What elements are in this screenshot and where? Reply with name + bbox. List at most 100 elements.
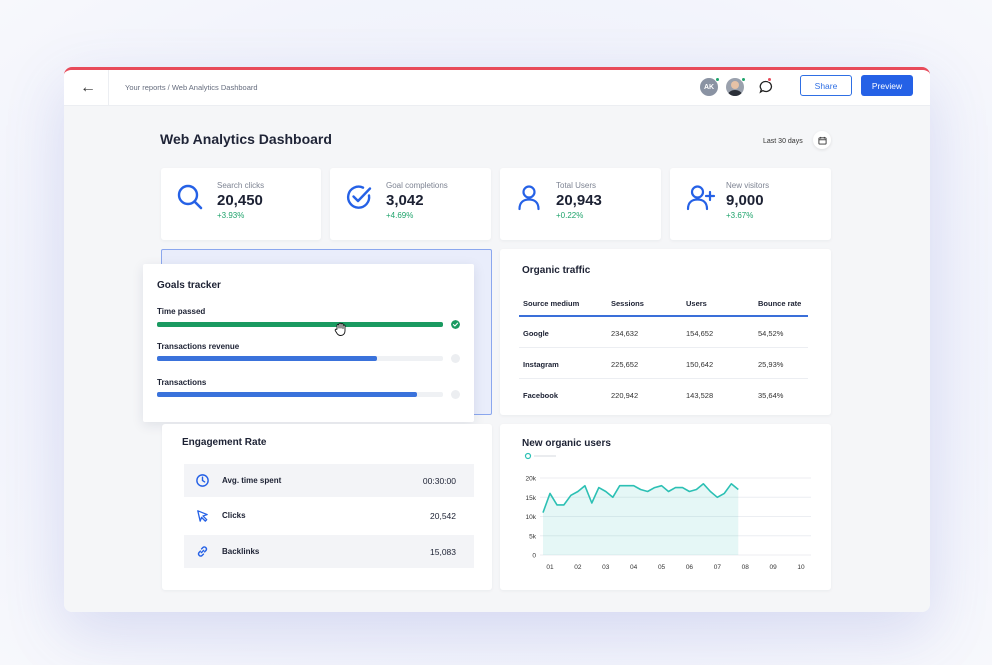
pending-status-icon <box>451 390 460 399</box>
avatar[interactable]: AK <box>700 78 718 96</box>
preview-button[interactable]: Preview <box>861 75 913 96</box>
x-tick-label: 07 <box>714 564 722 571</box>
x-tick-label: 01 <box>546 564 554 571</box>
date-range-label[interactable]: Last 30 days <box>763 138 803 145</box>
kpi-card-search-clicks[interactable]: Search clicks 20,450 +3.93% <box>161 168 321 240</box>
column-header[interactable]: Source medium <box>523 299 580 308</box>
back-arrow-icon[interactable]: ← <box>80 79 96 96</box>
goal-progress-fill <box>157 392 418 397</box>
pointer-icon <box>197 510 208 522</box>
online-status-dot <box>741 77 746 82</box>
kpi-label: New visitors <box>726 181 770 190</box>
kpi-label: Search clicks <box>217 181 265 190</box>
share-button[interactable]: Share <box>800 75 852 96</box>
chart-title: New organic users <box>522 438 611 449</box>
online-status-dot <box>715 77 720 82</box>
list-item: Backlinks 15,083 <box>184 535 474 568</box>
table-cell: Facebook <box>523 391 559 400</box>
table-cell: 220,942 <box>611 391 639 400</box>
kpi-value: 3,042 <box>386 192 424 209</box>
table-cell: 154,652 <box>686 329 714 338</box>
kpi-delta: +3.93% <box>217 211 245 220</box>
y-tick-label: 5k <box>529 533 537 540</box>
x-tick-label: 03 <box>602 564 610 571</box>
topbar-divider <box>108 70 109 106</box>
x-tick-label: 04 <box>630 564 638 571</box>
y-tick-label: 20k <box>526 476 537 483</box>
column-header[interactable]: Bounce rate <box>758 299 802 308</box>
table-cell: 225,652 <box>611 360 639 369</box>
kpi-card-goal-completions[interactable]: Goal completions 3,042 +4.69% <box>330 168 491 240</box>
table-cell: Instagram <box>523 360 559 369</box>
new-organic-users-chart: 0 5k 10k 15k 20k 01 02 03 04 05 06 07 08 09 10 <box>524 452 811 571</box>
user-icon <box>518 185 540 211</box>
engagement-label: Clicks <box>222 511 246 520</box>
breadcrumb: Your reports / Web Analytics Dashboard <box>125 83 258 92</box>
goals-tracker-card[interactable]: Goals tracker Time passed Transactions r… <box>143 264 474 422</box>
table-cell: 150,642 <box>686 360 714 369</box>
kpi-value: 9,000 <box>726 192 764 209</box>
kpi-card-new-visitors[interactable]: New visitors 9,000 +3.67% <box>670 168 831 240</box>
engagement-value: 20,542 <box>430 511 456 521</box>
engagement-value: 15,083 <box>430 547 456 557</box>
engagement-rate-card: Engagement Rate Avg. time spent 00:30:00… <box>162 424 492 590</box>
kpi-label: Total Users <box>556 181 597 190</box>
x-tick-label: 08 <box>742 564 750 571</box>
engagement-label: Avg. time spent <box>222 476 282 485</box>
engagement-value: 00:30:00 <box>422 476 456 486</box>
search-icon <box>177 184 203 210</box>
pending-status-icon <box>451 354 460 363</box>
goal-progress-track <box>157 356 443 361</box>
chat-icon[interactable] <box>758 79 774 95</box>
x-tick-label: 09 <box>769 564 777 571</box>
page-title: Web Analytics Dashboard <box>160 131 332 147</box>
y-tick-label: 10k <box>526 514 537 521</box>
legend-marker <box>524 452 532 460</box>
list-item: Avg. time spent 00:30:00 <box>184 464 474 497</box>
goal-progress-track <box>157 322 443 327</box>
check-circle-icon <box>346 185 372 209</box>
goal-label: Time passed <box>157 307 206 316</box>
table-cell: 234,632 <box>611 329 639 338</box>
goal-progress-fill <box>157 322 443 327</box>
table-cell: 54,52% <box>758 329 784 338</box>
link-icon <box>197 546 208 557</box>
x-tick-label: 10 <box>797 564 805 571</box>
table-cell: 35,64% <box>758 391 784 400</box>
organic-traffic-card: Organic traffic Source medium Sessions U… <box>500 249 831 415</box>
x-tick-label: 05 <box>658 564 666 571</box>
calendar-icon <box>817 136 827 145</box>
x-tick-label: 06 <box>686 564 694 571</box>
list-item: Clicks 20,542 <box>184 499 474 532</box>
goal-label: Transactions revenue <box>157 342 240 351</box>
kpi-value: 20,943 <box>556 192 602 209</box>
y-tick-label: 0 <box>532 553 536 560</box>
kpi-card-total-users[interactable]: Total Users 20,943 +0.22% <box>500 168 661 240</box>
goal-progress-fill <box>157 356 378 361</box>
grab-cursor-icon <box>334 322 346 336</box>
engagement-rate-title: Engagement Rate <box>182 437 267 448</box>
user-plus-icon <box>686 185 716 211</box>
table-header-underline <box>519 315 808 317</box>
organic-traffic-title: Organic traffic <box>522 265 591 276</box>
notification-dot <box>767 77 772 82</box>
kpi-delta: +4.69% <box>386 211 414 220</box>
app-window: ← Your reports / Web Analytics Dashboard… <box>64 67 930 612</box>
calendar-button[interactable] <box>813 131 831 149</box>
kpi-delta: +3.67% <box>726 211 754 220</box>
goal-label: Transactions <box>157 378 207 387</box>
engagement-label: Backlinks <box>222 547 260 556</box>
table-cell: 143,528 <box>686 391 714 400</box>
x-tick-label: 02 <box>574 564 582 571</box>
series-line <box>542 483 739 513</box>
column-header[interactable]: Users <box>686 299 707 308</box>
column-header[interactable]: Sessions <box>611 299 644 308</box>
y-tick-label: 15k <box>526 495 537 502</box>
goal-progress-track <box>157 392 443 397</box>
clock-icon <box>196 474 209 487</box>
table-cell: 25,93% <box>758 360 784 369</box>
new-organic-users-card: New organic users 0 5k 10k 15k 20k 01 02 03 04 05… <box>500 424 831 590</box>
series-area <box>543 483 739 555</box>
avatar-photo[interactable] <box>726 78 744 96</box>
kpi-label: Goal completions <box>386 181 448 190</box>
